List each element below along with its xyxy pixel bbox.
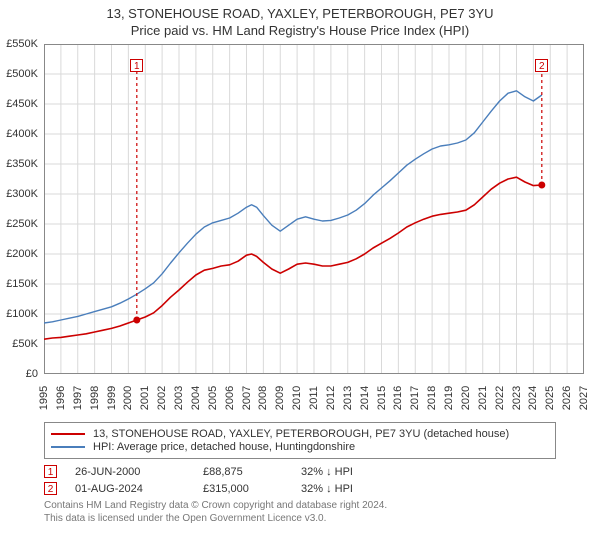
- data-point-row: 2 01-AUG-2024 £315,000 32% ↓ HPI: [44, 482, 556, 495]
- y-axis-label: £550K: [0, 38, 38, 50]
- x-axis-label: 2002: [156, 386, 168, 410]
- data-point-pct: 32% ↓ HPI: [301, 483, 391, 495]
- x-axis-label: 1997: [72, 386, 84, 410]
- chart-area: £0 £50K £100K £150K £200K £250K £300K £350K £400…: [0, 44, 600, 414]
- marker-label-1: 1: [130, 59, 143, 72]
- x-axis-label: 2025: [544, 386, 556, 410]
- legend-swatch: [51, 433, 85, 435]
- legend-label: 13, STONEHOUSE ROAD, YAXLEY, PETERBOROUG…: [93, 428, 509, 440]
- y-axis-label: £500K: [0, 68, 38, 80]
- x-axis-label: 2006: [224, 386, 236, 410]
- x-axis-label: 2004: [190, 386, 202, 410]
- license-line1: Contains HM Land Registry data © Crown c…: [44, 499, 556, 512]
- data-point-date: 01-AUG-2024: [75, 483, 185, 495]
- title-block: 13, STONEHOUSE ROAD, YAXLEY, PETERBOROUG…: [0, 6, 600, 38]
- x-axis-label: 2016: [392, 386, 404, 410]
- data-points-table: 1 26-JUN-2000 £88,875 32% ↓ HPI 2 01-AUG-2024…: [44, 465, 556, 495]
- y-axis-label: £0: [0, 368, 38, 380]
- x-axis-label: 2020: [460, 386, 472, 410]
- legend-swatch: [51, 446, 85, 448]
- data-point-price: £315,000: [203, 483, 283, 495]
- x-axis-label: 2027: [578, 386, 590, 410]
- x-axis-label: 1995: [38, 386, 50, 410]
- title-line2: Price paid vs. HM Land Registry's House …: [0, 23, 600, 38]
- x-axis-label: 2012: [325, 386, 337, 410]
- x-axis-label: 2024: [527, 386, 539, 410]
- y-axis-label: £200K: [0, 248, 38, 260]
- y-axis-label: £50K: [0, 338, 38, 350]
- x-axis-label: 2000: [122, 386, 134, 410]
- x-axis-label: 2018: [426, 386, 438, 410]
- title-line1: 13, STONEHOUSE ROAD, YAXLEY, PETERBOROUG…: [0, 6, 600, 21]
- x-axis-label: 2001: [139, 386, 151, 410]
- x-axis-label: 2011: [308, 386, 320, 410]
- x-axis-label: 2007: [241, 386, 253, 410]
- x-axis-label: 2008: [257, 386, 269, 410]
- marker-dot: [133, 317, 140, 324]
- marker-label-2: 2: [535, 59, 548, 72]
- x-axis-label: 1999: [106, 386, 118, 410]
- x-axis-label: 2019: [443, 386, 455, 410]
- x-axis-label: 1996: [55, 386, 67, 410]
- data-point-pct: 32% ↓ HPI: [301, 466, 391, 478]
- y-axis-label: £300K: [0, 188, 38, 200]
- y-axis-label: £450K: [0, 98, 38, 110]
- data-point-marker: 1: [44, 465, 57, 478]
- legend-row: 13, STONEHOUSE ROAD, YAXLEY, PETERBOROUG…: [51, 428, 549, 440]
- x-axis-label: 2022: [494, 386, 506, 410]
- y-axis-label: £250K: [0, 218, 38, 230]
- legend-label: HPI: Average price, detached house, Hunt…: [93, 441, 355, 453]
- x-axis-label: 1998: [89, 386, 101, 410]
- data-point-marker: 2: [44, 482, 57, 495]
- chart-svg: [44, 44, 584, 374]
- marker-dot: [538, 182, 545, 189]
- data-point-row: 1 26-JUN-2000 £88,875 32% ↓ HPI: [44, 465, 556, 478]
- x-axis-label: 2010: [291, 386, 303, 410]
- license-line2: This data is licensed under the Open Gov…: [44, 512, 556, 525]
- x-axis-label: 2003: [173, 386, 185, 410]
- x-axis-label: 2026: [561, 386, 573, 410]
- x-axis-label: 2023: [511, 386, 523, 410]
- x-axis-label: 2021: [477, 386, 489, 410]
- legend-row: HPI: Average price, detached house, Hunt…: [51, 441, 549, 453]
- x-axis-label: 2015: [376, 386, 388, 410]
- legend: 13, STONEHOUSE ROAD, YAXLEY, PETERBOROUG…: [44, 422, 556, 459]
- x-axis-label: 2009: [274, 386, 286, 410]
- y-axis-label: £350K: [0, 158, 38, 170]
- data-point-date: 26-JUN-2000: [75, 466, 185, 478]
- x-axis-label: 2013: [342, 386, 354, 410]
- x-axis-label: 2014: [359, 386, 371, 410]
- x-axis-label: 2005: [207, 386, 219, 410]
- x-axis-label: 2017: [409, 386, 421, 410]
- license-text: Contains HM Land Registry data © Crown c…: [44, 499, 556, 525]
- data-point-price: £88,875: [203, 466, 283, 478]
- y-axis-label: £150K: [0, 278, 38, 290]
- y-axis-label: £100K: [0, 308, 38, 320]
- y-axis-label: £400K: [0, 128, 38, 140]
